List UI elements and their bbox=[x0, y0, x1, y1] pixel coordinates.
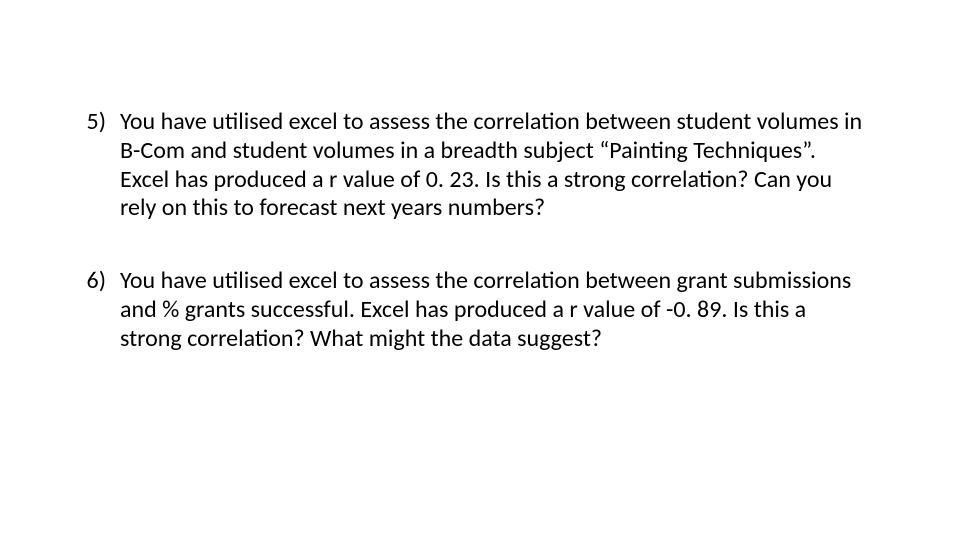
question-number: 5) bbox=[60, 108, 120, 137]
question-text: You have utilised excel to assess the co… bbox=[120, 108, 870, 223]
question-item: 5) You have utilised excel to assess the… bbox=[60, 108, 870, 223]
question-number: 6) bbox=[60, 267, 120, 296]
question-item: 6) You have utilised excel to assess the… bbox=[60, 267, 870, 353]
question-text: You have utilised excel to assess the co… bbox=[120, 267, 870, 353]
document-page: 5) You have utilised excel to assess the… bbox=[0, 0, 960, 354]
